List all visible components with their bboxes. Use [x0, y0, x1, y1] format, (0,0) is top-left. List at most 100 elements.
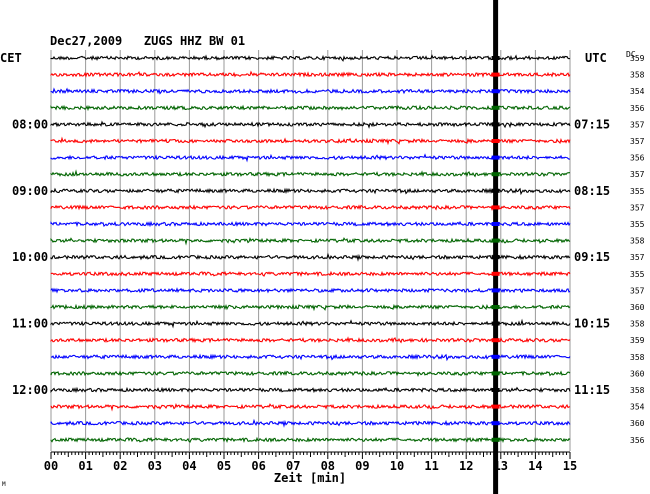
dc-value-18: 358	[630, 353, 645, 362]
x-tick-label-10: 10	[390, 459, 404, 473]
dc-value-20: 358	[630, 386, 645, 395]
trace-row-1	[50, 70, 571, 78]
event-band	[491, 0, 500, 494]
left-hour-labels: 08:00 09:00 10:00 11:00 12:00	[12, 117, 48, 397]
right-hour-label-20: 11:15	[574, 383, 610, 397]
trace-row-9	[50, 204, 571, 212]
trace-row-22	[50, 418, 571, 428]
right-hour-labels: 07:15 08:15 09:15 10:15 11:15	[574, 117, 610, 397]
trace-row-16	[50, 318, 571, 329]
x-tick-labels: 00 01 02 03 04 05 06 07 08 09 10 11 12 13 14 15	[44, 459, 577, 473]
event-mark-3	[491, 105, 500, 110]
left-hour-label-4: 08:00	[12, 117, 48, 131]
x-tick-label-11: 11	[424, 459, 438, 473]
event-mark-18	[491, 354, 500, 359]
trace-row-3	[50, 104, 571, 112]
corner-mark: M	[2, 481, 6, 488]
trace-row-19	[50, 370, 571, 378]
chart-title: Dec27,2009 ZUGS HHZ BW 01	[50, 34, 245, 48]
x-tick-label-06: 06	[251, 459, 265, 473]
left-timezone-label: CET	[0, 51, 22, 65]
trace-row-8	[50, 187, 571, 196]
event-mark-20	[491, 388, 500, 392]
dc-value-2: 354	[630, 87, 645, 96]
event-mark-9	[491, 205, 500, 210]
dc-value-10: 355	[630, 220, 645, 229]
event-mark-10	[491, 222, 500, 226]
left-hour-label-16: 11:00	[12, 317, 48, 331]
event-mark-21	[491, 404, 500, 409]
dc-value-3: 356	[630, 104, 645, 113]
x-axis-label: Zeit [min]	[274, 471, 346, 485]
event-mark-16	[491, 321, 500, 326]
event-mark-23	[491, 437, 500, 442]
event-mark-17	[491, 338, 500, 343]
right-hour-label-8: 08:15	[574, 184, 610, 198]
dc-value-14: 357	[630, 286, 645, 295]
dc-value-17: 359	[630, 336, 645, 345]
time-axis	[50, 451, 571, 459]
dc-value-12: 357	[630, 253, 645, 262]
dc-value-22: 360	[630, 419, 645, 428]
x-tick-label-13: 13	[494, 459, 508, 473]
trace-row-14	[50, 286, 571, 294]
trace-row-6	[50, 153, 571, 163]
trace-row-5	[50, 136, 571, 146]
x-tick-label-05: 05	[217, 459, 231, 473]
left-hour-label-20: 12:00	[12, 383, 48, 397]
event-mark-4	[491, 122, 500, 127]
dc-value-19: 360	[630, 369, 645, 378]
dc-value-9: 357	[630, 203, 645, 212]
right-hour-label-16: 10:15	[574, 317, 610, 331]
event-mark-7	[491, 172, 500, 177]
right-timezone-label: UTC	[585, 51, 607, 65]
dc-value-1: 358	[630, 71, 645, 80]
event-mark-19	[491, 371, 500, 376]
x-tick-label-15: 15	[563, 459, 577, 473]
trace-row-23	[50, 436, 571, 444]
right-hour-label-12: 09:15	[574, 250, 610, 264]
event-mark-6	[491, 155, 500, 160]
trace-row-7	[50, 169, 570, 178]
trace-row-10	[50, 220, 571, 228]
dc-value-23: 356	[630, 436, 645, 445]
dc-value-16: 358	[630, 320, 645, 329]
event-mark-15	[491, 305, 500, 309]
dc-value-13: 355	[630, 270, 645, 279]
left-hour-label-12: 10:00	[12, 250, 48, 264]
minute-gridlines	[50, 50, 571, 451]
event-mark-2	[491, 89, 500, 94]
dc-values: 359 358 354 356 357 357 356 357 355 357 355 358 357 3…	[630, 54, 645, 445]
x-tick-label-00: 00	[44, 459, 58, 473]
trace-row-4	[50, 120, 571, 129]
trace-row-0	[50, 54, 571, 62]
x-tick-label-14: 14	[528, 459, 542, 473]
event-mark-13	[491, 271, 500, 276]
event-mark-8	[491, 188, 500, 193]
x-tick-label-07: 07	[286, 459, 300, 473]
dc-value-15: 360	[630, 303, 645, 312]
event-mark-22	[491, 421, 500, 426]
trace-row-13	[50, 270, 571, 277]
dc-value-4: 357	[630, 120, 645, 129]
event-mark-1	[491, 72, 500, 77]
x-tick-label-03: 03	[148, 459, 162, 473]
event-mark-11	[491, 238, 500, 243]
event-mark-5	[491, 139, 500, 143]
x-tick-label-08: 08	[321, 459, 335, 473]
left-hour-label-8: 09:00	[12, 184, 48, 198]
trace-row-21	[50, 402, 571, 412]
x-tick-label-09: 09	[355, 459, 369, 473]
trace-row-2	[50, 87, 571, 95]
event-line	[493, 0, 499, 494]
trace-row-18	[50, 353, 571, 362]
event-mark-14	[491, 288, 500, 293]
x-tick-label-02: 02	[113, 459, 127, 473]
right-hour-label-4: 07:15	[574, 117, 610, 131]
x-tick-label-04: 04	[182, 459, 196, 473]
dc-value-6: 356	[630, 154, 645, 163]
event-mark-0	[491, 56, 500, 60]
dc-label: DC	[626, 50, 636, 59]
x-tick-label-01: 01	[78, 459, 92, 473]
